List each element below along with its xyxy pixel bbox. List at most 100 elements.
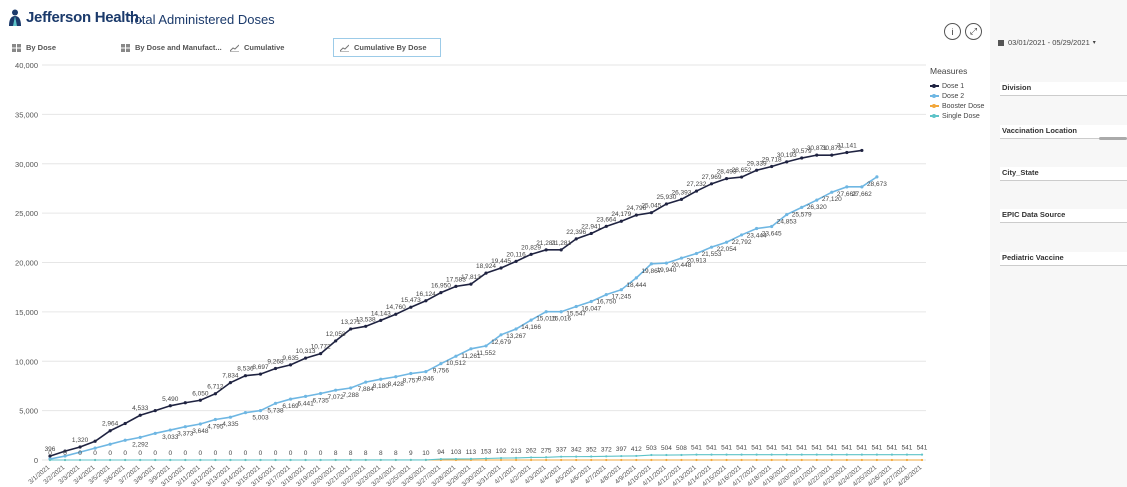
single-dose-data-label: 0 <box>153 450 157 457</box>
tab-by-dose-and-manufacturer[interactable]: By Dose and Manufact... <box>121 38 222 57</box>
single-dose-data-label: 342 <box>571 447 582 454</box>
single-dose-point <box>725 453 728 456</box>
dose-1-data-label: 10,313 <box>296 348 316 355</box>
dose-2-point <box>288 397 293 401</box>
dose-1-data-label: 20,829 <box>521 244 541 251</box>
single-dose-point <box>695 453 698 456</box>
single-dose-data-label: 541 <box>856 445 867 452</box>
dose-1-data-label: 17,583 <box>446 276 466 283</box>
dose-2-point <box>815 198 819 202</box>
filter-city-state[interactable]: City_State <box>1000 167 1127 181</box>
dose-2-data-label: 8,757 <box>403 378 420 385</box>
dose-2-point <box>800 205 804 210</box>
dose-1-point <box>739 175 744 179</box>
tab-by-dose[interactable]: By Dose <box>12 38 56 57</box>
dose-1-point <box>514 259 518 263</box>
single-dose-point <box>109 458 112 462</box>
dose-1-point <box>78 445 82 449</box>
dose-2-data-label: 22,792 <box>732 239 752 246</box>
dose-1-point <box>785 160 789 164</box>
single-dose-data-label: 337 <box>556 447 567 454</box>
table-icon <box>12 43 21 52</box>
single-dose-data-label: 0 <box>93 450 97 457</box>
y-tick-label: 20,000 <box>15 259 38 268</box>
filter-epic-data-source[interactable]: EPIC Data Source <box>1000 209 1127 223</box>
booster-dose-point <box>860 458 863 462</box>
dose-2-point <box>739 233 744 237</box>
single-dose-data-label: 10 <box>422 450 430 457</box>
single-dose-data-label: 541 <box>706 445 717 452</box>
dose-1-point <box>679 197 684 201</box>
info-icon[interactable]: i <box>944 23 961 40</box>
booster-dose-point <box>875 458 878 462</box>
filter-division[interactable]: Division <box>1000 82 1127 96</box>
dose-1-point <box>589 231 593 236</box>
dose-1-data-label: 7,834 <box>222 373 239 380</box>
y-tick-label: 25,000 <box>15 209 38 218</box>
dose-2-data-label: 3,648 <box>192 428 209 435</box>
dose-1-data-label: 2,964 <box>102 421 119 428</box>
dose-2-point <box>619 288 623 292</box>
single-dose-data-label: 94 <box>437 449 445 456</box>
tab-cumulative[interactable]: Cumulative <box>230 38 284 57</box>
dose-2-point <box>63 454 67 458</box>
dose-2-data-label: 21,553 <box>702 251 722 258</box>
legend-item-booster[interactable]: Booster Dose <box>930 101 984 111</box>
calendar-icon <box>998 39 1004 46</box>
single-dose-point <box>289 458 292 462</box>
single-dose-data-label: 541 <box>781 445 792 452</box>
jefferson-health-logo: Jefferson Health. <box>8 9 143 26</box>
dose-1-point <box>724 177 729 181</box>
dose-1-data-label: 6,050 <box>192 390 209 397</box>
filter-pediatric-vaccine[interactable]: Pediatric Vaccine <box>1000 252 1127 266</box>
dose-2-data-label: 13,267 <box>506 333 526 340</box>
single-dose-point <box>785 453 788 456</box>
dose-2-data-label: 20,448 <box>672 262 692 269</box>
single-dose-point <box>875 453 878 456</box>
dose-1-point <box>228 381 233 385</box>
single-dose-data-label: 0 <box>183 450 187 457</box>
single-dose-data-label: 8 <box>364 450 368 457</box>
booster-dose-point <box>830 458 833 462</box>
dose-2-data-label: 23,645 <box>762 231 782 238</box>
booster-dose-point <box>815 458 818 462</box>
legend-item-dose1[interactable]: Dose 1 <box>930 81 984 91</box>
single-dose-data-label: 0 <box>78 450 82 457</box>
dose-2-point <box>364 380 368 384</box>
y-tick-label: 10,000 <box>15 357 38 366</box>
dose-1-point <box>574 237 578 241</box>
expand-icon[interactable]: ⤢ <box>965 23 982 40</box>
single-dose-data-label: 541 <box>826 445 837 452</box>
single-dose-data-label: 0 <box>289 450 293 457</box>
tab-cumulative-by-dose[interactable]: Cumulative By Dose <box>333 38 441 57</box>
dose-1-data-label: 9,268 <box>267 358 284 365</box>
booster-dose-point <box>484 458 488 462</box>
dose-2-point <box>484 344 488 348</box>
single-dose-data-label: 0 <box>319 450 323 457</box>
filter-vaccination-location[interactable]: Vaccination Location <box>1000 125 1127 139</box>
single-dose-data-label: 103 <box>451 449 462 456</box>
dose-2-data-label: 12,679 <box>491 339 511 346</box>
single-dose-data-label: 541 <box>691 445 702 452</box>
table-icon <box>121 43 130 52</box>
single-dose-data-label: 8 <box>379 450 383 457</box>
dose-2-point <box>785 212 789 217</box>
dose-2-data-label: 25,579 <box>792 211 812 218</box>
single-dose-point <box>665 453 668 457</box>
dose-1-data-label: 28,652 <box>732 167 752 174</box>
dose-1-data-label: 17,813 <box>461 274 481 281</box>
dose-1-data-label: 13,271 <box>341 319 361 326</box>
single-dose-point <box>499 457 503 460</box>
legend-item-dose2[interactable]: Dose 2 <box>930 91 984 101</box>
filter-scrollbar[interactable] <box>1099 137 1127 140</box>
dose-1-point <box>619 219 623 223</box>
single-dose-data-label: 9 <box>409 450 413 457</box>
dose-1-point <box>439 291 443 295</box>
dose-1-point <box>770 164 774 169</box>
legend-item-single[interactable]: Single Dose <box>930 111 984 121</box>
single-dose-point <box>63 458 67 462</box>
dose-2-data-label: 9,756 <box>433 368 450 375</box>
date-range-picker[interactable]: 03/01/2021 - 05/29/2021 ▾ <box>998 38 1096 47</box>
dose-2-data-label: 20,913 <box>687 257 707 264</box>
dose-1-data-label: 1,320 <box>72 437 89 444</box>
